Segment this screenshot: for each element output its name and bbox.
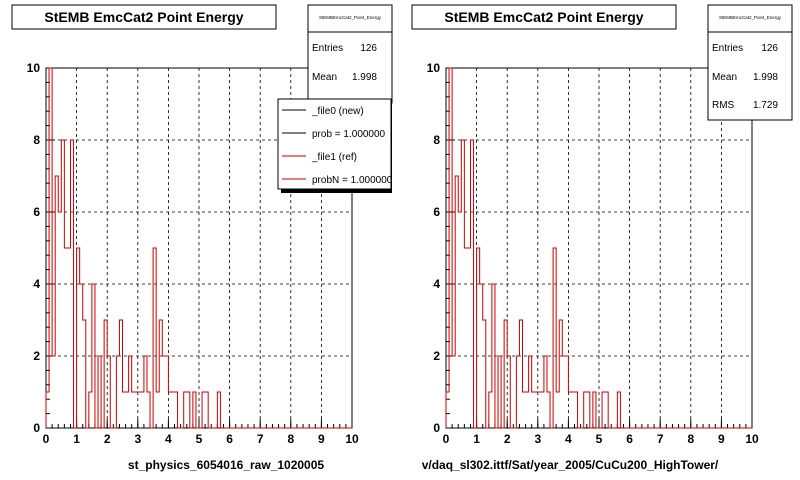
legend-label-file0: _file0 (new) bbox=[311, 106, 364, 117]
right-y-tick-label: 0 bbox=[433, 421, 440, 435]
left-x-tick-label: 5 bbox=[196, 432, 203, 446]
right-series-line bbox=[445, 67, 752, 429]
right-axes: 0 1 2 3 4 5 6 7 8 9 10 0 2 4 6 8 10 bbox=[427, 61, 759, 446]
left-x-tick-label: 2 bbox=[104, 432, 111, 446]
left-x-tick-label: 0 bbox=[43, 432, 50, 446]
right-panel: StEMB EmcCat2 Point Energy 0 1 2 3 4 5 6 7 8 9 100… bbox=[411, 4, 793, 472]
left-series-ref-line bbox=[45, 67, 352, 429]
left-x-tick-label: 8 bbox=[287, 432, 294, 446]
right-y-tick-label: 2 bbox=[433, 349, 440, 363]
right-stats-entries-label: Entries bbox=[712, 43, 743, 54]
right-x-tick-label: 9 bbox=[718, 432, 725, 446]
right-stats-rms-label: RMS bbox=[712, 100, 735, 111]
left-x-tick-label: 1 bbox=[73, 432, 80, 446]
left-stats-box: StEMBEmcCat2_Point_Energy Entries 126 Me… bbox=[307, 4, 393, 104]
left-x-tick-label: 6 bbox=[226, 432, 233, 446]
left-stats-entries-label: Entries bbox=[312, 43, 343, 54]
left-x-tick-label: 4 bbox=[165, 432, 172, 446]
right-title-box: StEMB EmcCat2 Point Energy bbox=[411, 4, 677, 30]
right-stats-mean-label: Mean bbox=[712, 72, 737, 83]
left-y-tick-label: 0 bbox=[33, 421, 40, 435]
right-stats-box: StEMBEmcCat2_Point_Energy Entries 126 Me… bbox=[707, 4, 793, 121]
left-stats-mean-value: 1.998 bbox=[352, 72, 377, 83]
right-stats-mean-value: 1.998 bbox=[753, 72, 778, 83]
right-stats-title: StEMBEmcCat2_Point_Energy bbox=[719, 15, 782, 20]
left-x-tick-label: 3 bbox=[134, 432, 141, 446]
right-x-axis-label: v/daq_sl302.ittf/Sat/year_2005/CuCu200_H… bbox=[422, 458, 719, 472]
left-title-box: StEMB EmcCat2 Point Energy bbox=[11, 4, 277, 30]
right-plot-frame: 0 1 2 3 4 5 6 7 8 9 10 0 2 4 6 8 10 bbox=[427, 61, 759, 446]
left-legend: _file0 (new) prob = 1.000000 _file1 (ref… bbox=[277, 98, 393, 193]
right-x-tick-label: 7 bbox=[657, 432, 664, 446]
right-x-tick-label: 3 bbox=[534, 432, 541, 446]
left-y-tick-label: 2 bbox=[33, 349, 40, 363]
right-y-tick-label: 10 bbox=[427, 61, 441, 75]
right-x-tick-label: 6 bbox=[626, 432, 633, 446]
left-y-tick-label: 8 bbox=[33, 133, 40, 147]
legend-entry-probn: probN = 1.000000 bbox=[282, 175, 393, 186]
legend-label-probn: probN = 1.000000 bbox=[312, 175, 393, 186]
left-panel: StEMB EmcCat2 Point Energy 0 1 2 3 4 5 6 7 8 9 100… bbox=[11, 4, 393, 472]
left-y-tick-label: 6 bbox=[33, 205, 40, 219]
right-y-tick-label: 8 bbox=[433, 133, 440, 147]
right-chart-title: StEMB EmcCat2 Point Energy bbox=[444, 9, 643, 25]
left-y-tick-label: 4 bbox=[33, 277, 40, 291]
left-x-axis-label: st_physics_6054016_raw_1020005 bbox=[128, 458, 324, 472]
left-x-tick-label: 10 bbox=[345, 432, 359, 446]
right-x-tick-label: 8 bbox=[687, 432, 694, 446]
left-chart-title: StEMB EmcCat2 Point Energy bbox=[44, 9, 243, 25]
right-x-tick-label: 4 bbox=[565, 432, 572, 446]
left-y-tick-label: 10 bbox=[27, 61, 41, 75]
legend-label-prob: prob = 1.000000 bbox=[312, 129, 386, 140]
left-axes: 0 1 2 3 4 5 6 7 8 9 10 0 2 4 6 8 10 bbox=[27, 61, 359, 446]
left-x-tick-label: 9 bbox=[318, 432, 325, 446]
left-stats-title: StEMBEmcCat2_Point_Energy bbox=[319, 15, 382, 20]
left-x-tick-label: 7 bbox=[257, 432, 264, 446]
right-x-tick-label: 2 bbox=[504, 432, 511, 446]
right-x-tick-label: 1 bbox=[473, 432, 480, 446]
legend-entry-file1: _file1 (ref) bbox=[282, 152, 357, 163]
legend-entry-prob: prob = 1.000000 bbox=[282, 129, 386, 140]
right-stats-entries-value: 126 bbox=[761, 43, 778, 54]
right-x-tick-label: 10 bbox=[745, 432, 759, 446]
legend-label-file1: _file1 (ref) bbox=[311, 152, 357, 163]
legend-entry-file0: _file0 (new) bbox=[282, 106, 364, 117]
right-x-tick-label: 0 bbox=[443, 432, 450, 446]
right-y-tick-label: 6 bbox=[433, 205, 440, 219]
left-stats-mean-label: Mean bbox=[312, 72, 337, 83]
right-x-tick-label: 5 bbox=[596, 432, 603, 446]
left-stats-entries-value: 126 bbox=[360, 43, 377, 54]
right-stats-rms-value: 1.729 bbox=[753, 100, 778, 111]
right-y-tick-label: 4 bbox=[433, 277, 440, 291]
